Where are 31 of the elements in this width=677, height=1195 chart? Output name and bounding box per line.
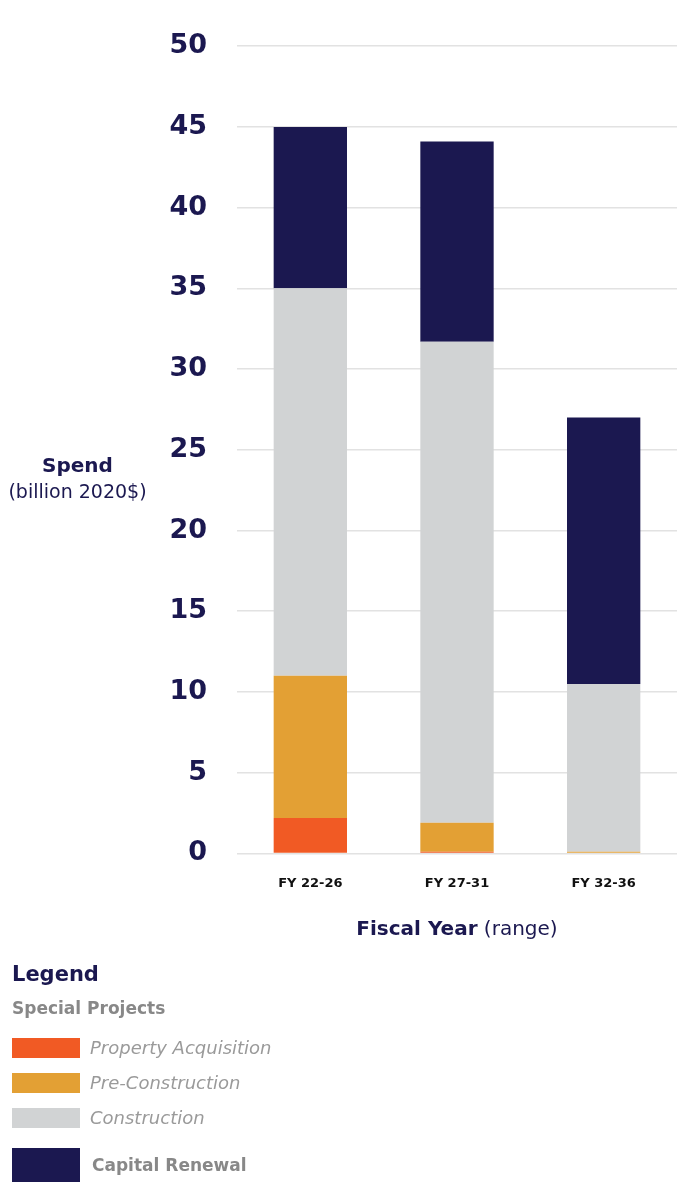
y-tick-label: 20 [169, 512, 207, 544]
y-tick-label: 15 [169, 593, 207, 625]
y-tick-label: 30 [169, 351, 207, 383]
x-tick-label: FY 27-31 [424, 874, 490, 890]
y-tick-label: 35 [169, 270, 207, 302]
bar [567, 417, 641, 684]
x-tick-label: FY 32-36 [571, 874, 636, 890]
bar [273, 126, 347, 289]
bar [567, 683, 641, 852]
legend-label: Pre-Construction [90, 1072, 241, 1093]
x-axis-title: Fiscal Year (range) [356, 916, 558, 940]
bar [273, 288, 347, 676]
y-tick-label: 25 [169, 431, 207, 463]
legend-label: Capital Renewal [92, 1154, 247, 1175]
y-tick-label: 50 [169, 28, 207, 60]
y-axis-title: Spend (billion 2020$) [8, 453, 147, 502]
bar [273, 675, 347, 818]
y-tick-label: 0 [188, 835, 207, 867]
legend-title: Legend [12, 962, 100, 986]
bar [420, 822, 494, 852]
x-tick-label: FY 22-26 [278, 874, 343, 890]
legend-label: Property Acquisition [90, 1037, 272, 1058]
legend-label: Construction [90, 1107, 205, 1128]
y-tick-label: 45 [169, 108, 207, 140]
y-tick-label: 10 [169, 673, 207, 705]
y-tick-label: 40 [169, 189, 207, 221]
bar [420, 341, 494, 823]
y-tick-label: 5 [188, 754, 207, 786]
bar [420, 141, 494, 342]
text: Special Projects [12, 998, 167, 1018]
bar [273, 817, 347, 853]
